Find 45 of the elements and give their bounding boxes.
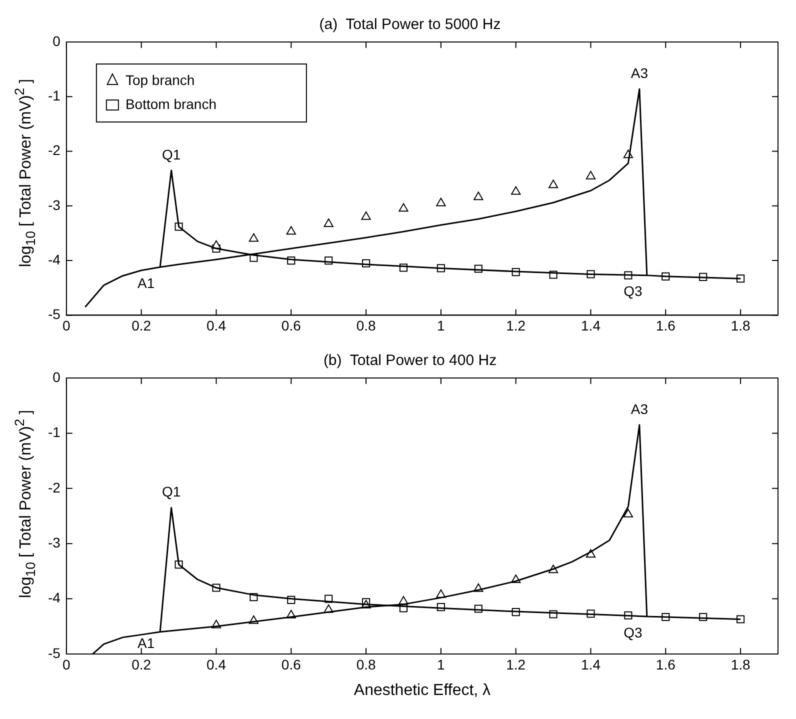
x-tick-label: 1.2 bbox=[506, 317, 526, 334]
x-tick-label: 1 bbox=[437, 656, 446, 672]
y-tick-label: -2 bbox=[48, 142, 61, 158]
x-tick-label: 0.8 bbox=[356, 317, 376, 334]
x-tick-label: 1.2 bbox=[506, 656, 526, 672]
y-tick-label: -5 bbox=[48, 644, 61, 661]
annotation: A3 bbox=[630, 64, 648, 81]
y-tick-label: -1 bbox=[48, 424, 61, 440]
annotation: Q1 bbox=[162, 484, 181, 500]
y-tick-label: -4 bbox=[48, 590, 61, 606]
y-tick-label: -4 bbox=[48, 251, 61, 268]
x-tick-label: 0.6 bbox=[281, 317, 302, 334]
y-tick-label: -2 bbox=[48, 479, 61, 496]
annotation: A3 bbox=[630, 400, 648, 417]
annotation: Q3 bbox=[624, 624, 642, 640]
annotation: Q1 bbox=[162, 146, 181, 162]
x-tick-label: 1 bbox=[437, 317, 446, 334]
x-axis-title: Anesthetic Effect, λ bbox=[354, 682, 491, 699]
x-tick-label: 1.6 bbox=[656, 656, 676, 672]
annotation: Q3 bbox=[624, 283, 642, 300]
legend-label: Top branch bbox=[125, 72, 195, 88]
legend-label: Bottom branch bbox=[125, 96, 217, 112]
y-tick-label: 0 bbox=[52, 368, 61, 385]
x-tick-label: 1.8 bbox=[730, 317, 750, 334]
annotation: A1 bbox=[138, 634, 155, 651]
x-tick-label: 1.4 bbox=[581, 317, 601, 334]
annotation: A1 bbox=[138, 274, 155, 291]
x-tick-label: 0.4 bbox=[206, 656, 226, 672]
chart-title: (a) Total Power to 5000 Hz bbox=[319, 16, 501, 34]
x-tick-label: 0.6 bbox=[281, 656, 302, 672]
y-tick-label: -5 bbox=[48, 306, 61, 322]
x-tick-label: 1.6 bbox=[656, 317, 676, 334]
y-tick-label: -3 bbox=[48, 534, 61, 550]
x-tick-label: 0.4 bbox=[206, 317, 226, 334]
x-tick-label: 1.4 bbox=[581, 656, 601, 672]
x-tick-label: 0.8 bbox=[356, 656, 376, 672]
chart-title: (b) Total Power to 400 Hz bbox=[323, 352, 497, 370]
x-tick-label: 1.8 bbox=[730, 656, 750, 672]
x-tick-label: 0.2 bbox=[132, 317, 152, 334]
y-tick-label: -1 bbox=[48, 88, 61, 104]
y-tick-label: 0 bbox=[52, 32, 61, 49]
x-tick-label: 0 bbox=[62, 317, 71, 334]
y-tick-label: -3 bbox=[48, 196, 61, 213]
x-tick-label: 0.2 bbox=[132, 656, 152, 672]
x-tick-label: 0 bbox=[62, 656, 71, 672]
